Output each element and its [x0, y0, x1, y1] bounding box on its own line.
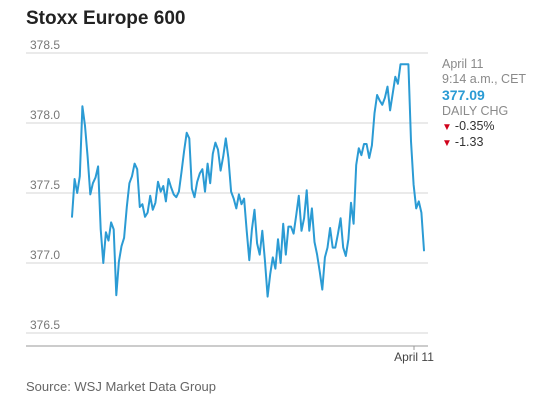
y-tick-label: 378.5: [30, 38, 60, 52]
percent-change-value: -0.35%: [454, 119, 495, 133]
source-note: Source: WSJ Market Data Group: [26, 379, 217, 394]
absolute-change-value: -1.33: [454, 135, 484, 149]
chart-title: Stoxx Europe 600: [26, 8, 186, 29]
y-tick-label: 376.5: [30, 318, 60, 332]
percent-change: ▼ -0.35%: [442, 119, 526, 135]
quote-panel: April 11 9:14 a.m., CET 377.09 DAILY CHG…: [442, 57, 526, 151]
y-tick-label: 378.0: [30, 108, 60, 122]
quote-time: 9:14 a.m., CET: [442, 72, 527, 86]
y-tick-label: 377.0: [30, 248, 60, 262]
down-triangle-icon: ▼: [442, 122, 452, 133]
quote-date: April 11: [442, 57, 484, 71]
down-triangle-icon: ▼: [442, 138, 452, 149]
x-tick-label: April 11: [394, 350, 434, 364]
absolute-change: ▼ -1.33: [442, 135, 526, 151]
y-tick-label: 377.5: [30, 178, 60, 192]
quote-value: 377.09: [442, 87, 485, 103]
series-line: [71, 63, 425, 298]
daily-change-label: DAILY CHG: [442, 104, 509, 118]
